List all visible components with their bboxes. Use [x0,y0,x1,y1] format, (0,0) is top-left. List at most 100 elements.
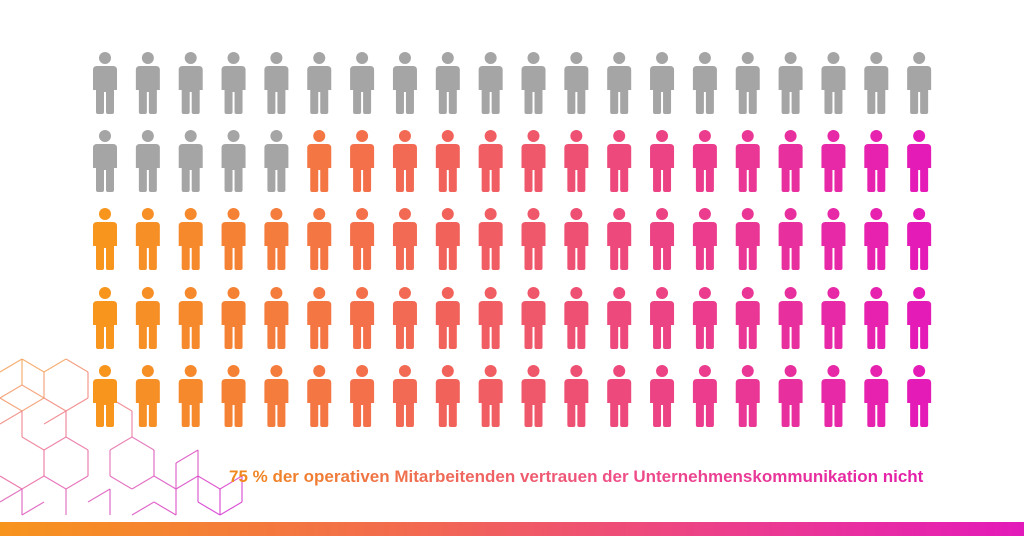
person-icon [93,208,117,270]
person-icon [350,52,375,114]
person-icon [607,365,632,427]
person-icon [864,130,889,192]
person-icon [478,130,503,192]
hexagon-pattern-line [0,397,23,412]
person-icon [178,52,203,114]
person-icon [778,365,803,427]
person-icon [135,365,160,427]
person-icon [650,130,675,192]
hexagon-pattern-line [21,397,45,412]
gradient-footer-bar [0,522,1024,536]
person-icon [435,52,460,114]
person-icon [521,208,546,270]
hexagon-pattern-line [43,397,67,412]
person-icon [307,287,332,349]
person-icon [735,365,760,427]
person-icon [392,208,417,270]
person-icon [821,208,846,270]
person-icon [650,208,675,270]
hexagon-pattern-line [43,475,67,490]
person-icon [692,52,717,114]
hexagon-pattern-line [197,475,221,490]
person-icon [735,287,760,349]
person-icon [350,365,375,427]
hexagon-pattern-line [43,436,67,451]
hexagon-pattern-line [109,475,133,490]
person-icon [221,208,246,270]
person-icon [821,287,846,349]
hexagon-pattern-line [153,475,177,490]
hexagon-pattern-line [43,358,67,373]
hexagon-pattern-line [65,358,89,373]
person-icon [778,208,803,270]
hexagon-pattern-line [219,501,243,516]
person-icon [692,208,717,270]
person-icon [435,208,460,270]
person-icon [607,287,632,349]
person-icon [564,130,589,192]
person-icon [821,365,846,427]
person-icon [392,52,417,114]
person-icon [650,52,675,114]
person-icon [521,365,546,427]
person-icon [93,365,117,427]
hexagon-pattern-line [197,501,221,516]
hexagon-pattern-line [65,397,89,412]
person-icon [650,365,675,427]
person-icon [135,208,160,270]
hexagon-pattern-line [175,475,199,490]
person-icon [907,287,932,349]
person-icon [264,365,289,427]
person-icon [221,287,246,349]
person-icon [692,287,717,349]
person-icon [392,130,417,192]
person-icon [392,365,417,427]
person-icon [778,287,803,349]
person-icon [607,52,632,114]
person-icon [221,52,246,114]
person-icon [564,208,589,270]
person-icon [864,52,889,114]
person-icon [650,287,675,349]
hexagon-pattern-line [43,410,67,425]
person-icon [178,365,203,427]
person-icon [93,52,117,114]
person-icon [93,287,117,349]
person-icon [221,365,246,427]
hexagon-pattern-line [219,475,243,490]
person-icon [307,52,332,114]
hexagon-pattern-line [109,436,133,451]
person-icon [521,130,546,192]
person-icon [907,130,932,192]
person-icon [821,52,846,114]
hexagon-pattern-line [21,384,45,399]
person-icon [135,130,160,192]
person-icon [864,365,889,427]
person-icon [435,287,460,349]
person-icon [392,287,417,349]
person-icon [178,130,203,192]
person-icon [564,52,589,114]
person-icon [864,287,889,349]
hexagon-pattern-line [153,501,177,516]
hexagon-pattern-line [21,475,45,490]
person-icon [692,365,717,427]
hexagon-pattern-line [131,475,155,490]
person-icon [521,52,546,114]
person-icon [221,130,246,192]
hexagon-pattern-line [21,436,45,451]
person-icon [350,287,375,349]
person-icon [735,208,760,270]
person-icon [264,208,289,270]
person-icon [178,287,203,349]
hexagon-pattern-line [0,384,23,399]
hexagon-pattern-line [87,488,111,503]
person-icon [607,208,632,270]
chart-caption: 75 % der operativen Mitarbeitenden vertr… [229,466,949,488]
person-icon [735,130,760,192]
person-icon [607,130,632,192]
person-icon [778,52,803,114]
